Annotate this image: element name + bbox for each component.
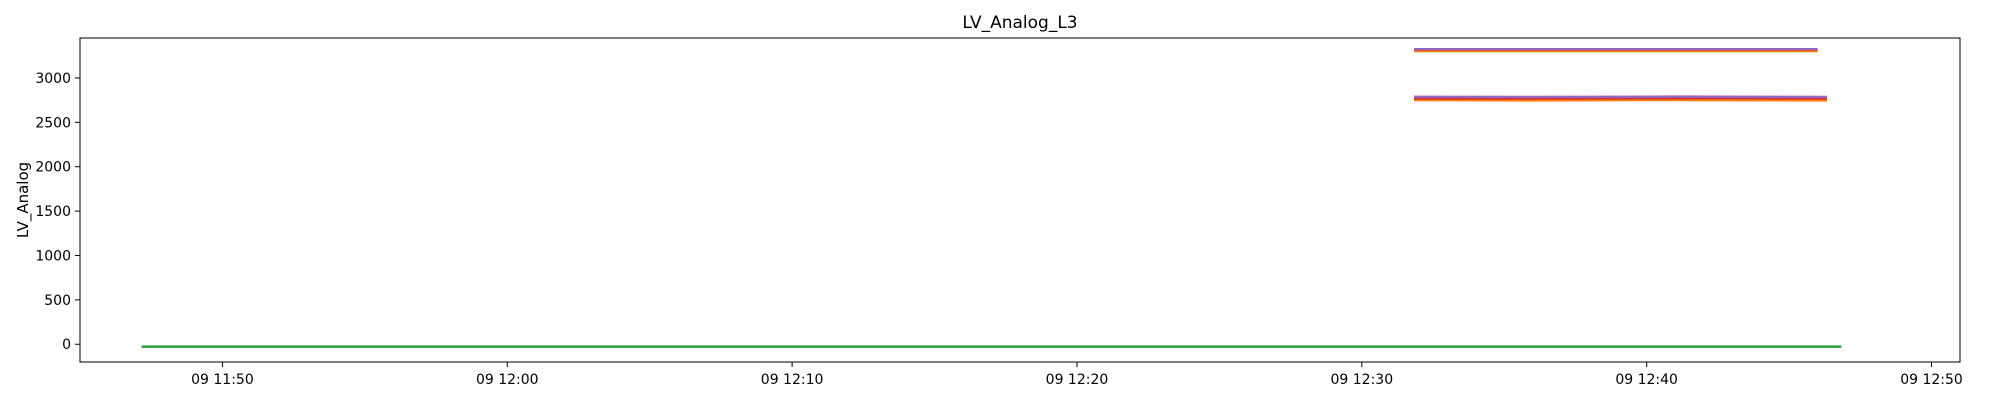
y-axis-label: LV_Analog: [14, 162, 33, 238]
x-tick-label-3: 09 12:20: [1046, 372, 1109, 388]
y-tick-label-4: 2000: [35, 160, 71, 176]
y-tick-label-5: 2500: [35, 115, 71, 131]
y-tick-label-3: 1500: [35, 204, 71, 220]
x-tick-label-6: 09 12:50: [1900, 372, 1963, 388]
y-tick-label-2: 1000: [35, 248, 71, 264]
x-axis-ticks: 09 11:50 09 12:00 09 12:10 09 12:20 09 12:30…: [191, 362, 1963, 388]
x-tick-label-0: 09 11:50: [191, 372, 254, 388]
x-tick-label-2: 09 12:10: [761, 372, 824, 388]
y-tick-label-0: 0: [62, 337, 71, 353]
chart-title: LV_Analog_L3: [962, 13, 1077, 33]
x-tick-label-1: 09 12:00: [476, 372, 539, 388]
y-axis-ticks: 0 500 1000 1500 2000 2500 3000: [35, 71, 80, 353]
y-tick-label-1: 500: [44, 293, 71, 309]
x-tick-label-4: 09 12:30: [1331, 372, 1394, 388]
x-tick-label-5: 09 12:40: [1615, 372, 1678, 388]
plot-frame: [80, 38, 1960, 362]
series-group: [142, 49, 1842, 347]
y-tick-label-6: 3000: [35, 71, 71, 87]
